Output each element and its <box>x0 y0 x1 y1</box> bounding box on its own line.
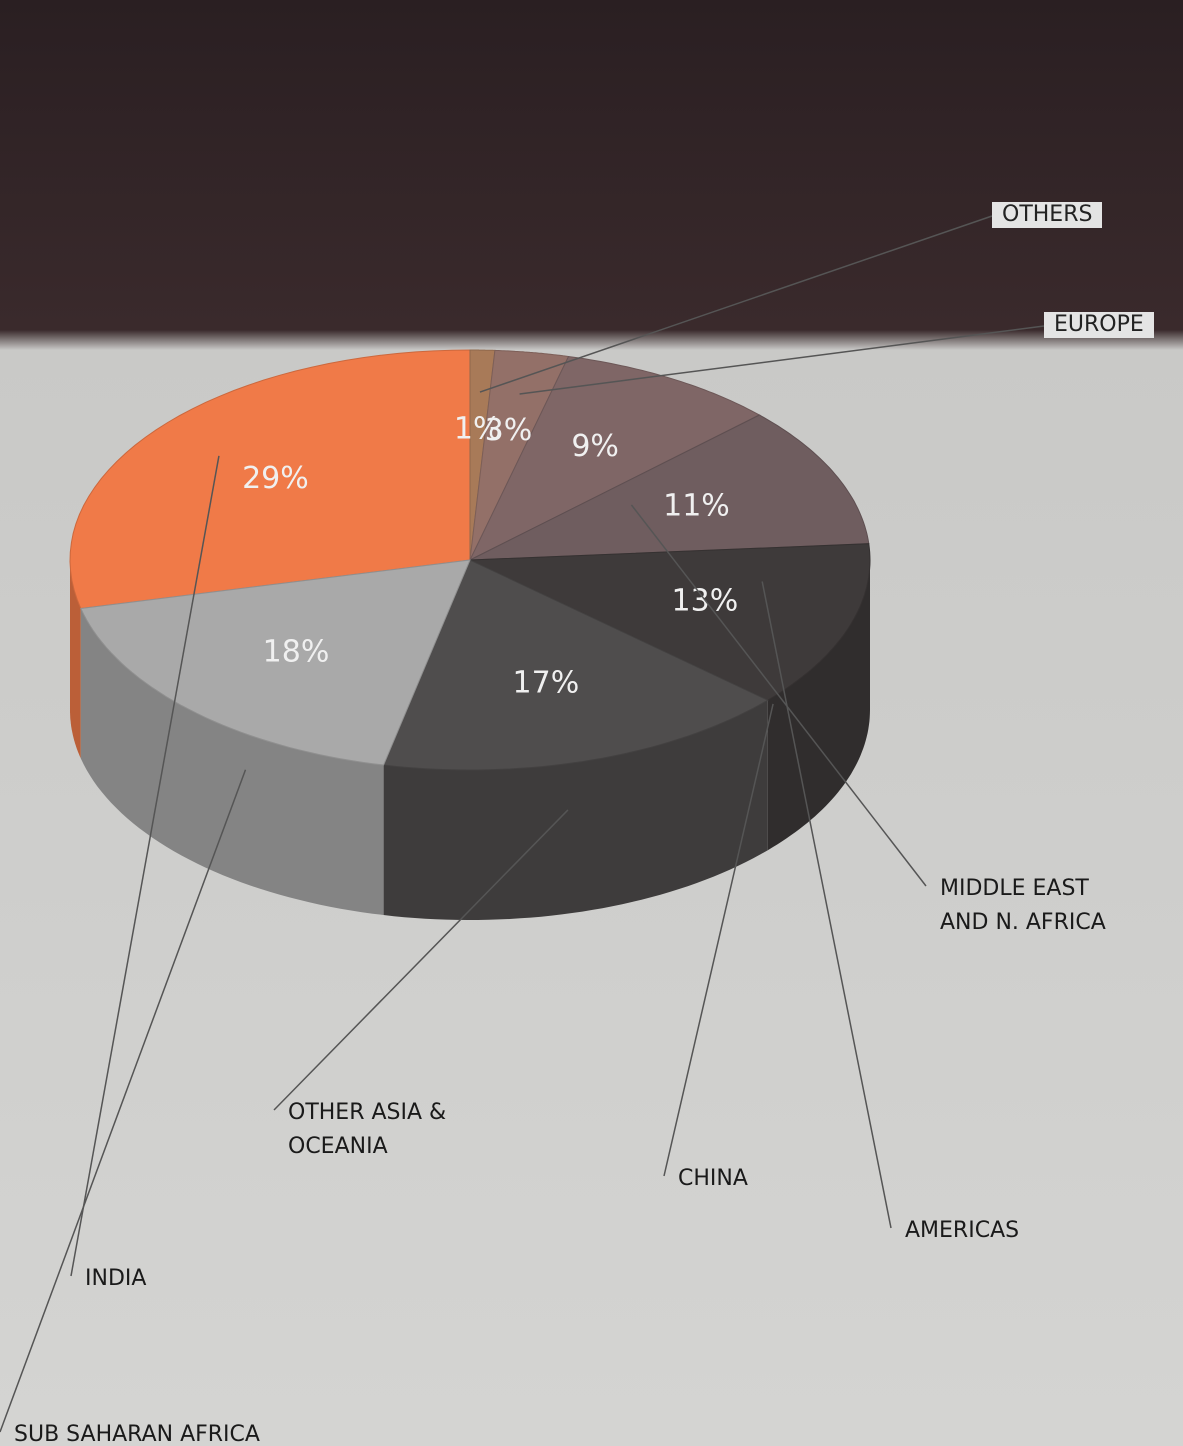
value-label: 29% <box>242 461 309 496</box>
leader-line <box>663 703 774 1177</box>
leader-line <box>70 455 220 1277</box>
leader-line <box>479 215 993 393</box>
value-label: 3% <box>485 413 533 448</box>
category-label: INDIA <box>85 1266 147 1291</box>
slice <box>469 349 570 561</box>
category-label: MIDDLE EAST AND N. AFRICA <box>940 876 1106 935</box>
value-label: 18% <box>263 634 330 669</box>
leader-line <box>0 769 247 1433</box>
category-label: OTHER ASIA & OCEANIA <box>288 1100 447 1159</box>
category-label: SUB SAHARAN AFRICA <box>14 1422 260 1446</box>
slice <box>69 349 471 610</box>
slice <box>80 559 471 766</box>
slice <box>469 414 870 561</box>
slice <box>469 543 871 701</box>
leader-line <box>519 325 1045 395</box>
slice <box>468 355 761 562</box>
value-label: 17% <box>513 665 580 700</box>
leader-line <box>273 809 569 1111</box>
value-label: 1% <box>454 411 502 446</box>
slice-side <box>70 560 81 759</box>
slice-side <box>383 700 768 920</box>
category-label: AMERICAS <box>905 1218 1020 1243</box>
category-label: CHINA <box>678 1166 748 1191</box>
leader-line <box>761 581 892 1229</box>
category-label: OTHERS <box>992 202 1103 228</box>
slice-side <box>767 560 870 851</box>
value-label: 9% <box>571 429 619 464</box>
value-label: 11% <box>663 488 730 523</box>
category-label: EUROPE <box>1044 312 1154 338</box>
slice-side <box>80 608 384 915</box>
leader-line <box>630 504 927 887</box>
slice <box>382 559 769 771</box>
